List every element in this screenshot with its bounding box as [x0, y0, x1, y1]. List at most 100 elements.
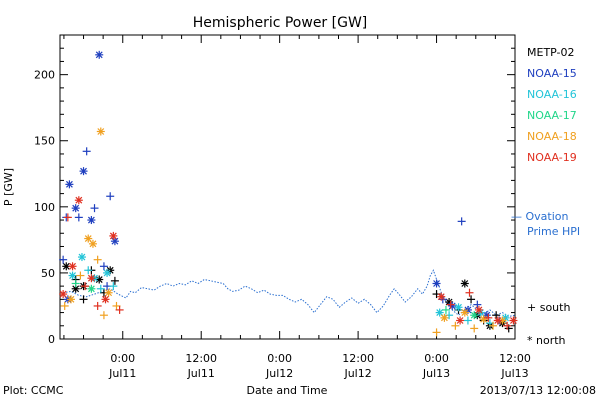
south-marker: [465, 288, 474, 297]
north-marker: [59, 290, 68, 299]
marker-stroke: [65, 180, 73, 188]
x-tick-date-label: Jul12: [265, 367, 293, 380]
marker-stroke: [456, 317, 464, 324]
x-tick-label: 0:00: [424, 352, 449, 365]
north-marker: [87, 216, 96, 225]
south-marker: [115, 305, 124, 314]
north-marker: [432, 279, 441, 288]
marker-stroke: [436, 309, 444, 316]
x-tick-label: 12:00: [499, 352, 531, 365]
marker-stroke: [437, 293, 445, 301]
south-marker: [84, 266, 93, 275]
marker-stroke: [87, 216, 95, 224]
south-marker: [489, 321, 498, 330]
marker-stroke: [445, 298, 453, 306]
legend-entry: NOAA-15: [527, 67, 577, 80]
legend-ovation-label: — Ovation: [511, 210, 569, 223]
legend-south-marker: + south: [527, 301, 570, 314]
legend-entry: NOAA-17: [527, 109, 577, 122]
marker-stroke: [102, 295, 109, 303]
south-marker: [71, 279, 80, 288]
marker-stroke: [69, 272, 76, 279]
ovation-series: [63, 269, 516, 318]
y-tick-label: 150: [34, 135, 55, 148]
marker-stroke: [72, 285, 80, 293]
x-tick-label: 0:00: [267, 352, 292, 365]
north-marker: [71, 204, 80, 213]
north-marker: [68, 262, 77, 271]
timestamp: 2013/07/13 12:00:08: [480, 384, 596, 397]
x-tick-label: 12:00: [342, 352, 374, 365]
legend-north-marker: * north: [527, 334, 566, 347]
marker-stroke: [72, 204, 80, 212]
south-marker: [109, 282, 118, 291]
north-marker: [460, 308, 469, 317]
south-marker: [81, 282, 90, 291]
marker-stroke: [78, 253, 86, 261]
marker-stroke: [103, 269, 111, 277]
south-marker: [463, 316, 472, 325]
marker-stroke: [475, 306, 483, 314]
south-marker: [467, 295, 476, 304]
x-tick-date-label: Jul11: [108, 367, 136, 380]
north-marker: [103, 268, 112, 277]
x-tick-date-label: Jul13: [422, 367, 450, 380]
north-marker: [460, 279, 469, 288]
x-tick-label: 0:00: [110, 352, 135, 365]
x-tick-date-label: Jul12: [343, 367, 371, 380]
south-marker: [446, 300, 455, 309]
south-marker: [79, 295, 88, 304]
x-axis-label: Date and Time: [247, 384, 328, 397]
legend: METP-02 NOAA-15 NOAA-16 NOAA-17 NOAA-18 NOAA-…: [511, 46, 580, 347]
legend-entry: METP-02: [527, 46, 575, 59]
marker-stroke: [433, 280, 440, 287]
x-tick-date-label: Jul13: [500, 367, 528, 380]
south-marker: [93, 301, 102, 310]
north-marker: [88, 239, 97, 248]
north-marker: [437, 292, 446, 301]
y-axis-label: P [GW]: [2, 168, 15, 206]
south-marker: [110, 276, 119, 285]
south-marker: [457, 217, 466, 226]
ovation-prime-hpi-line: [63, 269, 516, 318]
north-marker: [479, 315, 488, 324]
north-marker: [448, 301, 457, 310]
legend-entry: NOAA-16: [527, 88, 577, 101]
plot-credit: Plot: CCMC: [3, 384, 64, 397]
marker-stroke: [97, 128, 105, 135]
marker-stroke: [84, 235, 92, 242]
marker-stroke: [59, 290, 67, 298]
south-marker: [106, 192, 115, 201]
north-marker: [87, 284, 96, 293]
marker-stroke: [455, 303, 462, 311]
marker-stroke: [87, 285, 95, 293]
north-marker: [65, 180, 74, 189]
legend-entry: NOAA-18: [527, 130, 577, 143]
south-marker: [96, 284, 105, 293]
marker-stroke: [461, 280, 469, 287]
south-marker: [90, 204, 99, 213]
south-marker: [503, 321, 512, 330]
north-marker: [66, 295, 75, 304]
north-marker: [440, 313, 449, 322]
marker-stroke: [69, 262, 76, 270]
legend-entry: NOAA-19: [527, 151, 577, 164]
north-marker: [95, 50, 104, 59]
marker-stroke: [80, 167, 87, 175]
north-marker: [79, 167, 88, 176]
chart-title: Hemispheric Power [GW]: [193, 15, 368, 31]
y-tick-label: 100: [34, 201, 55, 214]
marker-stroke: [95, 51, 103, 59]
north-marker: [109, 231, 118, 240]
marker-stroke: [67, 295, 75, 303]
x-tick-date-label: Jul11: [187, 367, 215, 380]
marker-stroke: [109, 232, 117, 240]
north-marker: [104, 288, 113, 297]
north-marker: [87, 274, 96, 283]
south-marker: [484, 313, 493, 322]
south-marker: [451, 321, 460, 330]
south-marker: [473, 300, 482, 309]
x-axis: 0:00 Jul11 12:00 Jul11 0:00 Jul12 12:00 Jul12 0:…: [63, 35, 531, 380]
north-marker: [454, 303, 463, 312]
south-marker: [93, 255, 102, 264]
